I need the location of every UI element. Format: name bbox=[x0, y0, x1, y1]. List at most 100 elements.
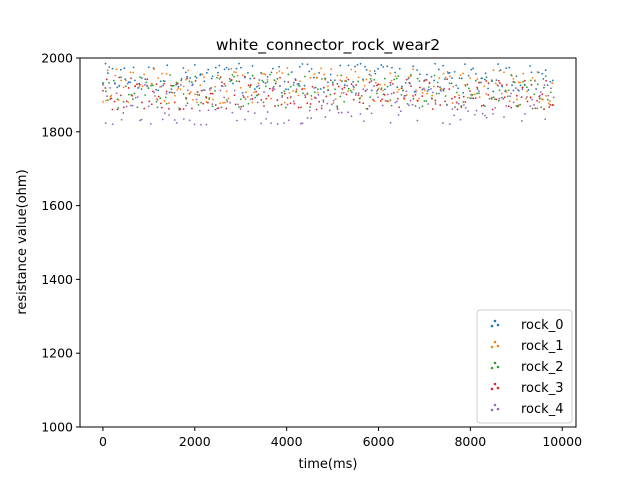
data-point-rock_3 bbox=[405, 78, 408, 81]
data-point-rock_4 bbox=[221, 85, 224, 88]
data-point-rock_0 bbox=[225, 66, 228, 69]
data-point-rock_1 bbox=[415, 89, 417, 92]
data-point-rock_2 bbox=[292, 84, 295, 86]
data-point-rock_2 bbox=[480, 77, 483, 80]
data-point-rock_4 bbox=[521, 88, 524, 91]
data-point-rock_4 bbox=[276, 123, 279, 125]
data-point-rock_3 bbox=[389, 81, 392, 84]
data-point-rock_2 bbox=[376, 92, 378, 95]
data-point-rock_2 bbox=[178, 107, 180, 110]
data-point-rock_2 bbox=[546, 98, 549, 101]
data-point-rock_1 bbox=[538, 101, 541, 104]
data-point-rock_3 bbox=[165, 90, 168, 93]
data-point-rock_3 bbox=[150, 103, 153, 106]
data-point-rock_3 bbox=[529, 96, 532, 99]
data-point-rock_2 bbox=[273, 79, 276, 82]
data-point-rock_0 bbox=[549, 80, 552, 83]
data-point-rock_0 bbox=[359, 62, 362, 65]
data-point-rock_1 bbox=[494, 82, 497, 85]
data-point-rock_1 bbox=[199, 84, 202, 87]
data-point-rock_3 bbox=[160, 106, 163, 109]
data-point-rock_2 bbox=[190, 81, 193, 83]
data-point-rock_0 bbox=[386, 65, 389, 68]
data-point-rock_3 bbox=[230, 79, 233, 81]
data-point-rock_3 bbox=[173, 101, 176, 104]
data-point-rock_1 bbox=[227, 97, 230, 100]
data-point-rock_0 bbox=[170, 88, 173, 91]
data-point-rock_3 bbox=[545, 79, 547, 82]
data-point-rock_2 bbox=[218, 77, 221, 80]
data-point-rock_4 bbox=[526, 96, 528, 98]
data-point-rock_1 bbox=[412, 68, 414, 71]
data-point-rock_0 bbox=[530, 71, 533, 74]
data-point-rock_1 bbox=[275, 80, 277, 83]
data-point-rock_4 bbox=[207, 109, 210, 112]
data-point-rock_4 bbox=[399, 110, 402, 113]
data-point-rock_0 bbox=[412, 65, 415, 68]
data-point-rock_1 bbox=[187, 69, 190, 72]
data-point-rock_3 bbox=[487, 94, 490, 96]
data-point-rock_1 bbox=[270, 97, 273, 100]
data-point-rock_1 bbox=[522, 72, 525, 75]
data-point-rock_4 bbox=[279, 85, 282, 87]
data-point-rock_3 bbox=[219, 76, 222, 79]
data-point-rock_1 bbox=[480, 81, 483, 84]
chart-title: white_connector_rock_wear2 bbox=[216, 36, 440, 55]
data-point-rock_0 bbox=[329, 73, 332, 76]
y-tick-label: 2000 bbox=[41, 51, 73, 66]
data-point-rock_4 bbox=[120, 118, 123, 121]
data-point-rock_2 bbox=[140, 88, 143, 90]
data-point-rock_4 bbox=[512, 101, 515, 104]
data-point-rock_3 bbox=[337, 85, 340, 88]
data-point-rock_1 bbox=[251, 101, 254, 104]
data-point-rock_0 bbox=[427, 88, 430, 91]
data-point-rock_2 bbox=[169, 74, 171, 76]
data-point-rock_1 bbox=[330, 68, 333, 71]
data-point-rock_2 bbox=[454, 106, 456, 109]
data-point-rock_2 bbox=[506, 95, 509, 98]
data-point-rock_0 bbox=[127, 81, 130, 84]
data-point-rock_0 bbox=[370, 89, 373, 92]
data-point-rock_1 bbox=[132, 71, 135, 74]
data-point-rock_4 bbox=[203, 89, 206, 91]
y-axis-label: resistance value(ohm) bbox=[15, 169, 30, 314]
data-point-rock_1 bbox=[389, 72, 392, 75]
data-point-rock_4 bbox=[118, 84, 121, 87]
data-point-rock_3 bbox=[209, 92, 212, 95]
data-point-rock_0 bbox=[512, 89, 515, 92]
data-point-rock_2 bbox=[393, 78, 396, 81]
data-point-rock_0 bbox=[448, 71, 451, 74]
data-point-rock_2 bbox=[155, 100, 158, 103]
data-point-rock_3 bbox=[396, 97, 399, 100]
data-point-rock_4 bbox=[292, 100, 295, 103]
data-point-rock_1 bbox=[194, 93, 196, 96]
data-point-rock_0 bbox=[542, 77, 545, 80]
data-point-rock_3 bbox=[451, 97, 453, 100]
data-point-rock_3 bbox=[510, 106, 513, 109]
data-point-rock_4 bbox=[153, 91, 156, 94]
data-point-rock_2 bbox=[469, 97, 472, 100]
data-point-rock_2 bbox=[468, 87, 470, 90]
x-tick-label: 2000 bbox=[179, 434, 211, 449]
data-point-rock_0 bbox=[339, 64, 342, 67]
data-point-rock_1 bbox=[336, 74, 339, 77]
data-point-rock_4 bbox=[505, 104, 508, 107]
data-point-rock_0 bbox=[157, 89, 160, 92]
data-point-rock_0 bbox=[251, 65, 254, 67]
data-point-rock_0 bbox=[382, 65, 385, 68]
data-point-rock_4 bbox=[544, 118, 547, 121]
legend-marker bbox=[490, 324, 494, 328]
data-point-rock_0 bbox=[389, 84, 392, 86]
data-point-rock_0 bbox=[147, 66, 150, 69]
data-point-rock_4 bbox=[249, 98, 252, 101]
data-point-rock_4 bbox=[173, 119, 176, 121]
data-point-rock_2 bbox=[450, 82, 453, 85]
data-point-rock_2 bbox=[519, 103, 522, 106]
data-point-rock_3 bbox=[211, 92, 214, 95]
data-point-rock_0 bbox=[274, 82, 277, 85]
data-point-rock_3 bbox=[251, 97, 254, 100]
data-point-rock_3 bbox=[139, 83, 141, 86]
data-point-rock_3 bbox=[152, 90, 154, 93]
data-point-rock_1 bbox=[542, 98, 544, 101]
data-point-rock_4 bbox=[470, 93, 472, 96]
